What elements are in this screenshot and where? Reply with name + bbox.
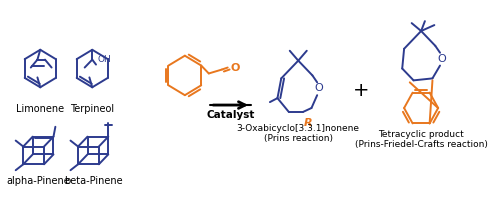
Text: O: O (314, 83, 324, 93)
Text: (Prins reaction): (Prins reaction) (264, 134, 333, 143)
Text: +: + (354, 81, 370, 100)
Text: 3-Oxabicyclo[3.3.1]nonene: 3-Oxabicyclo[3.3.1]nonene (237, 124, 360, 133)
Text: Terpineol: Terpineol (70, 104, 114, 114)
Text: OH: OH (98, 55, 112, 64)
Text: beta-Pinene: beta-Pinene (64, 176, 122, 186)
Text: Tetracyclic product: Tetracyclic product (378, 130, 464, 139)
Text: Catalyst: Catalyst (206, 110, 254, 120)
Text: (Prins-Friedel-Crafts reaction): (Prins-Friedel-Crafts reaction) (354, 140, 488, 149)
Text: R: R (304, 118, 312, 128)
Text: O: O (438, 54, 446, 64)
Text: O: O (230, 63, 240, 73)
Text: Limonene: Limonene (16, 104, 64, 114)
Text: alpha-Pinene: alpha-Pinene (6, 176, 70, 186)
